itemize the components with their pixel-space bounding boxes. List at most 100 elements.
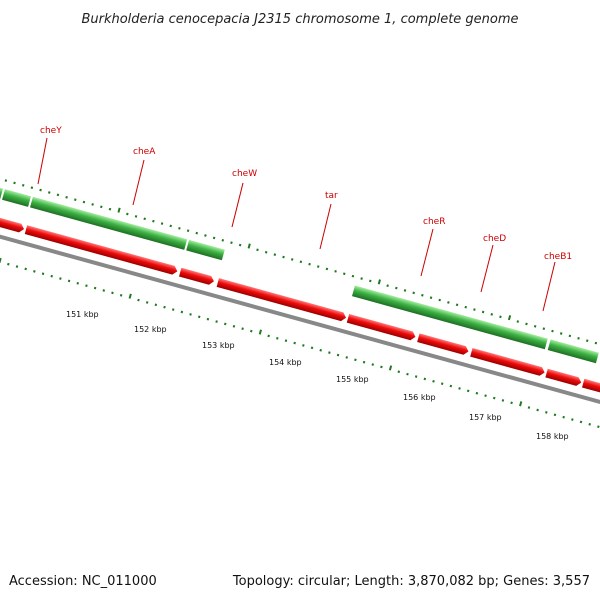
gene-label-cheB1[interactable]: cheB1 (544, 252, 572, 262)
tick-mark (449, 384, 453, 388)
gene-forward[interactable] (352, 285, 548, 350)
gene-reverse[interactable] (545, 368, 582, 387)
gene-forward[interactable] (547, 339, 599, 364)
gene-label-cheD[interactable]: cheD (483, 234, 506, 244)
tick-mark (481, 310, 485, 314)
tick-mark (588, 423, 591, 426)
tick-mark (594, 341, 598, 345)
tick-mark (423, 377, 427, 381)
gene-label-cheW[interactable]: cheW (232, 169, 257, 179)
accession-text: Accession: NC_011000 (9, 574, 157, 589)
tick-mark (551, 329, 554, 333)
tick-mark (499, 315, 502, 319)
tick-mark (455, 303, 459, 307)
tick-mark (284, 339, 288, 343)
tick-mark (212, 236, 216, 240)
tick-mark (15, 265, 19, 268)
callout-line (37, 137, 48, 185)
tick-mark (597, 425, 600, 429)
tick-mark (336, 353, 340, 357)
tick-mark (542, 327, 546, 331)
tick-mark (273, 253, 277, 256)
tick-mark (238, 243, 242, 247)
gene-reverse[interactable] (417, 333, 470, 355)
gene-reverse[interactable] (179, 267, 215, 286)
tick-mark (154, 303, 158, 307)
tick-mark (510, 401, 513, 405)
tick-mark (536, 408, 539, 412)
lower-tick-row (0, 257, 600, 429)
tick-mark (204, 234, 207, 237)
tick-mark (473, 308, 476, 311)
callout-line (231, 182, 244, 228)
scale-label-151: 151 kbp (66, 310, 99, 319)
tick-mark (475, 391, 479, 395)
tick-mark (50, 274, 53, 278)
scale-label-155: 155 kbp (336, 375, 369, 384)
gene-reverse[interactable] (346, 313, 417, 341)
tick-mark (178, 227, 181, 230)
gene-reverse[interactable] (216, 278, 348, 322)
tick-mark (308, 262, 311, 266)
tick-mark (302, 344, 305, 347)
feature-track (0, 149, 600, 446)
tick-mark (553, 413, 557, 417)
tick-mark (319, 348, 322, 352)
tick-mark (65, 195, 68, 199)
tick-mark (369, 279, 372, 283)
gene-label-tar[interactable]: tar (325, 191, 338, 201)
tick-mark (152, 219, 155, 223)
tick-mark (343, 272, 346, 276)
scale-labels: 151 kbp 152 kbp 153 kbp 154 kbp 155 kbp … (66, 310, 569, 441)
tick-mark (484, 394, 487, 397)
tick-mark (414, 375, 418, 378)
tick-mark (501, 399, 505, 402)
tick-mark (380, 365, 383, 369)
tick-mark (328, 351, 331, 354)
tick-mark (577, 336, 580, 340)
tick-mark (276, 336, 279, 340)
gene-reverse[interactable] (24, 225, 179, 275)
gene-forward[interactable] (186, 239, 225, 261)
tick-mark (137, 298, 140, 302)
tick-mark (30, 186, 34, 190)
tick-mark (215, 320, 218, 323)
gene-label-cheR[interactable]: cheR (423, 217, 445, 227)
tick-mark (377, 279, 381, 285)
gene-forward[interactable] (0, 158, 4, 200)
upper-tick-row (4, 179, 598, 345)
tick-mark (85, 284, 88, 288)
callout-line (420, 228, 434, 277)
tick-mark (447, 301, 450, 304)
scale-label-153: 153 kbp (202, 341, 235, 350)
tick-mark (67, 279, 71, 283)
gene-reverse[interactable] (582, 378, 600, 403)
scale-label-154: 154 kbp (269, 358, 302, 367)
tick-mark (325, 267, 329, 271)
gene-labels: cheY cheA cheW tar cheR cheD cheB1 (37, 126, 572, 312)
tick-mark (74, 198, 77, 201)
tick-mark (421, 293, 424, 297)
tick-mark (91, 203, 94, 206)
tick-mark (316, 265, 320, 268)
gene-reverse[interactable] (470, 347, 546, 377)
tick-mark (507, 315, 512, 321)
tick-mark (568, 334, 572, 338)
gene-label-cheA[interactable]: cheA (133, 147, 156, 157)
gene-reverse[interactable] (0, 217, 25, 233)
gene-forward[interactable] (29, 196, 188, 250)
tick-mark (76, 281, 80, 285)
gene-label-cheY[interactable]: cheY (40, 126, 62, 136)
tick-mark (189, 313, 192, 316)
tick-mark (354, 358, 357, 362)
scale-label-157: 157 kbp (469, 413, 502, 422)
tick-mark (47, 191, 51, 194)
tick-mark (145, 301, 149, 304)
tick-mark (163, 305, 166, 309)
tick-mark (221, 238, 225, 242)
tick-mark (102, 289, 106, 292)
gene-forward[interactable] (2, 189, 31, 207)
tick-mark (100, 205, 103, 209)
tick-mark (33, 270, 36, 273)
tick-mark (371, 363, 375, 366)
